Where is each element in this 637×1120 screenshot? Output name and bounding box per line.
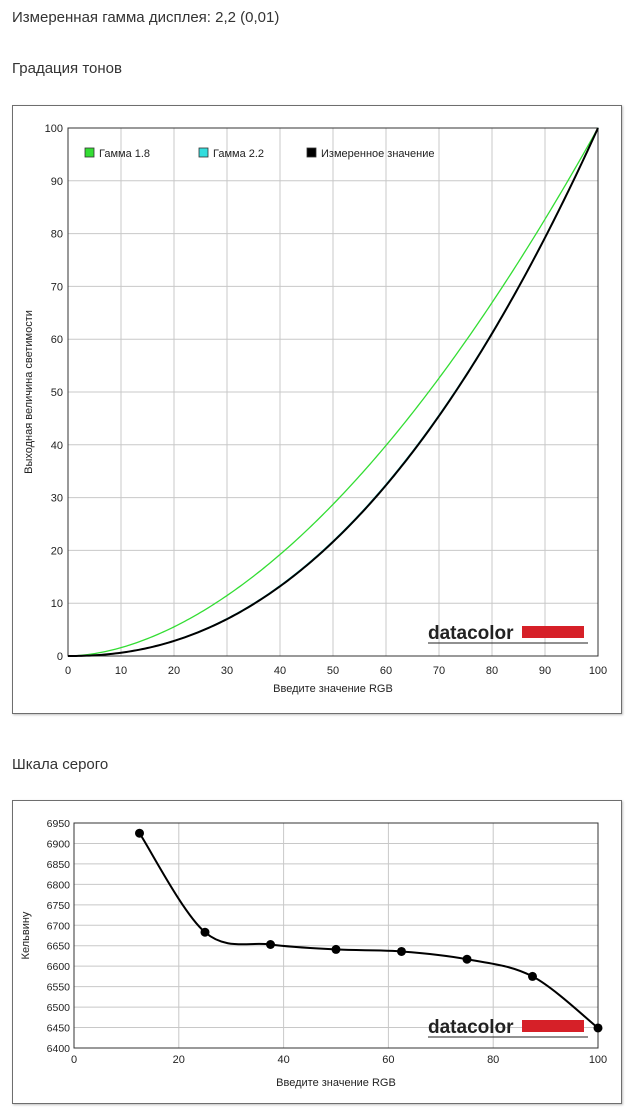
- x-tick-label: 70: [433, 665, 445, 677]
- measured-gamma-text: Измеренная гамма дисплея: 2,2 (0,01): [12, 9, 280, 26]
- y-tick-label: 6600: [47, 961, 71, 973]
- y-tick-label: 6500: [47, 1002, 71, 1014]
- x-tick-label: 80: [486, 665, 498, 677]
- data-point: [135, 828, 144, 838]
- legend-swatch: [306, 147, 317, 158]
- datacolor-logo: datacolor: [428, 1017, 588, 1038]
- datacolor-logo-bar: [522, 1020, 584, 1032]
- legend-label: Гамма 2.2: [213, 148, 264, 160]
- data-point: [200, 927, 210, 937]
- x-tick-label: 20: [173, 1054, 185, 1066]
- y-tick-label: 6400: [47, 1043, 71, 1055]
- x-axis-title: Введите значение RGB: [276, 1077, 396, 1089]
- series-line: [68, 127, 599, 657]
- x-tick-label: 0: [65, 665, 71, 677]
- grayscale-chart-panel: 0 20 40 60 80 100 6400 6450 6500 6550 6600 6650 6700…: [12, 800, 622, 1104]
- y-tick-label: 10: [51, 598, 63, 610]
- data-point: [593, 1023, 603, 1033]
- legend-swatch: [198, 147, 209, 158]
- y-tick-label: 80: [51, 229, 63, 241]
- y-tick-label: 90: [51, 176, 63, 188]
- x-tick-label: 20: [168, 665, 180, 677]
- x-tick-label: 100: [589, 665, 607, 677]
- plot-frame: [67, 127, 599, 657]
- y-tick-label: 6850: [47, 859, 71, 871]
- data-point: [528, 971, 537, 981]
- x-tick-label: 0: [71, 1054, 77, 1066]
- y-tick-label: 50: [51, 387, 63, 399]
- y-tick-label: 6950: [47, 818, 71, 830]
- x-tick-label: 40: [274, 665, 286, 677]
- data-point: [397, 946, 406, 956]
- y-tick-label: 6650: [47, 941, 71, 953]
- legend-label: Гамма 1.8: [99, 148, 150, 160]
- y-tick-label: 6800: [47, 879, 71, 891]
- x-tick-label: 60: [382, 1054, 394, 1066]
- series-line: [67, 127, 599, 657]
- y-tick-label: 70: [51, 281, 63, 293]
- x-axis-title: Введите значение RGB: [273, 683, 393, 695]
- x-tick-label: 40: [277, 1054, 289, 1066]
- tone-gradation-chart: 0 10 20 30 40 50 60 70 80 90 100 0 10 20 30 40 50 60 70 80 9…: [23, 123, 607, 695]
- x-tick-label: 50: [327, 665, 339, 677]
- x-tick-label: 60: [380, 665, 392, 677]
- y-tick-label: 6450: [47, 1023, 71, 1035]
- data-point: [266, 940, 275, 949]
- x-tick-label: 10: [115, 665, 127, 677]
- legend-label: Измеренное значение: [321, 148, 435, 160]
- y-tick-label: 0: [57, 651, 63, 663]
- y-tick-label: 6750: [47, 900, 71, 912]
- plot-frame: [73, 822, 599, 1049]
- x-tick-label: 100: [589, 1054, 607, 1066]
- plot-area: [74, 823, 598, 1048]
- grayscale-chart: 0 20 40 60 80 100 6400 6450 6500 6550 6600 6650 6700…: [20, 818, 607, 1089]
- y-axis-title: Выходная величина светимости: [23, 310, 35, 474]
- data-point: [331, 944, 341, 954]
- legend-swatch: [84, 147, 95, 158]
- y-axis-title: Кельвину: [20, 911, 32, 959]
- x-tick-label: 30: [221, 665, 233, 677]
- x-tick-label: 80: [487, 1054, 499, 1066]
- tone-gradation-heading: Градация тонов: [12, 60, 122, 77]
- y-tick-label: 6900: [47, 838, 71, 850]
- y-tick-label: 6700: [47, 920, 71, 932]
- y-tick-label: 40: [51, 440, 63, 452]
- y-tick-label: 30: [51, 493, 63, 505]
- data-point: [462, 954, 472, 964]
- y-tick-label: 20: [51, 545, 63, 557]
- datacolor-logo: datacolor: [428, 623, 588, 644]
- datacolor-logo-text: datacolor: [428, 623, 514, 644]
- x-tick-label: 90: [539, 665, 551, 677]
- datacolor-logo-text: datacolor: [428, 1017, 514, 1038]
- datacolor-logo-bar: [522, 626, 584, 638]
- y-tick-label: 6550: [47, 982, 71, 994]
- legend: Гамма 1.8 Гамма 2.2 Измеренное значение: [84, 147, 435, 160]
- y-tick-label: 100: [45, 123, 63, 135]
- tone-gradation-chart-panel: 0 10 20 30 40 50 60 70 80 90 100 0 10 20 30 40 50 60 70 80 9…: [12, 105, 622, 714]
- y-tick-label: 60: [51, 334, 63, 346]
- grayscale-heading: Шкала серого: [12, 756, 109, 773]
